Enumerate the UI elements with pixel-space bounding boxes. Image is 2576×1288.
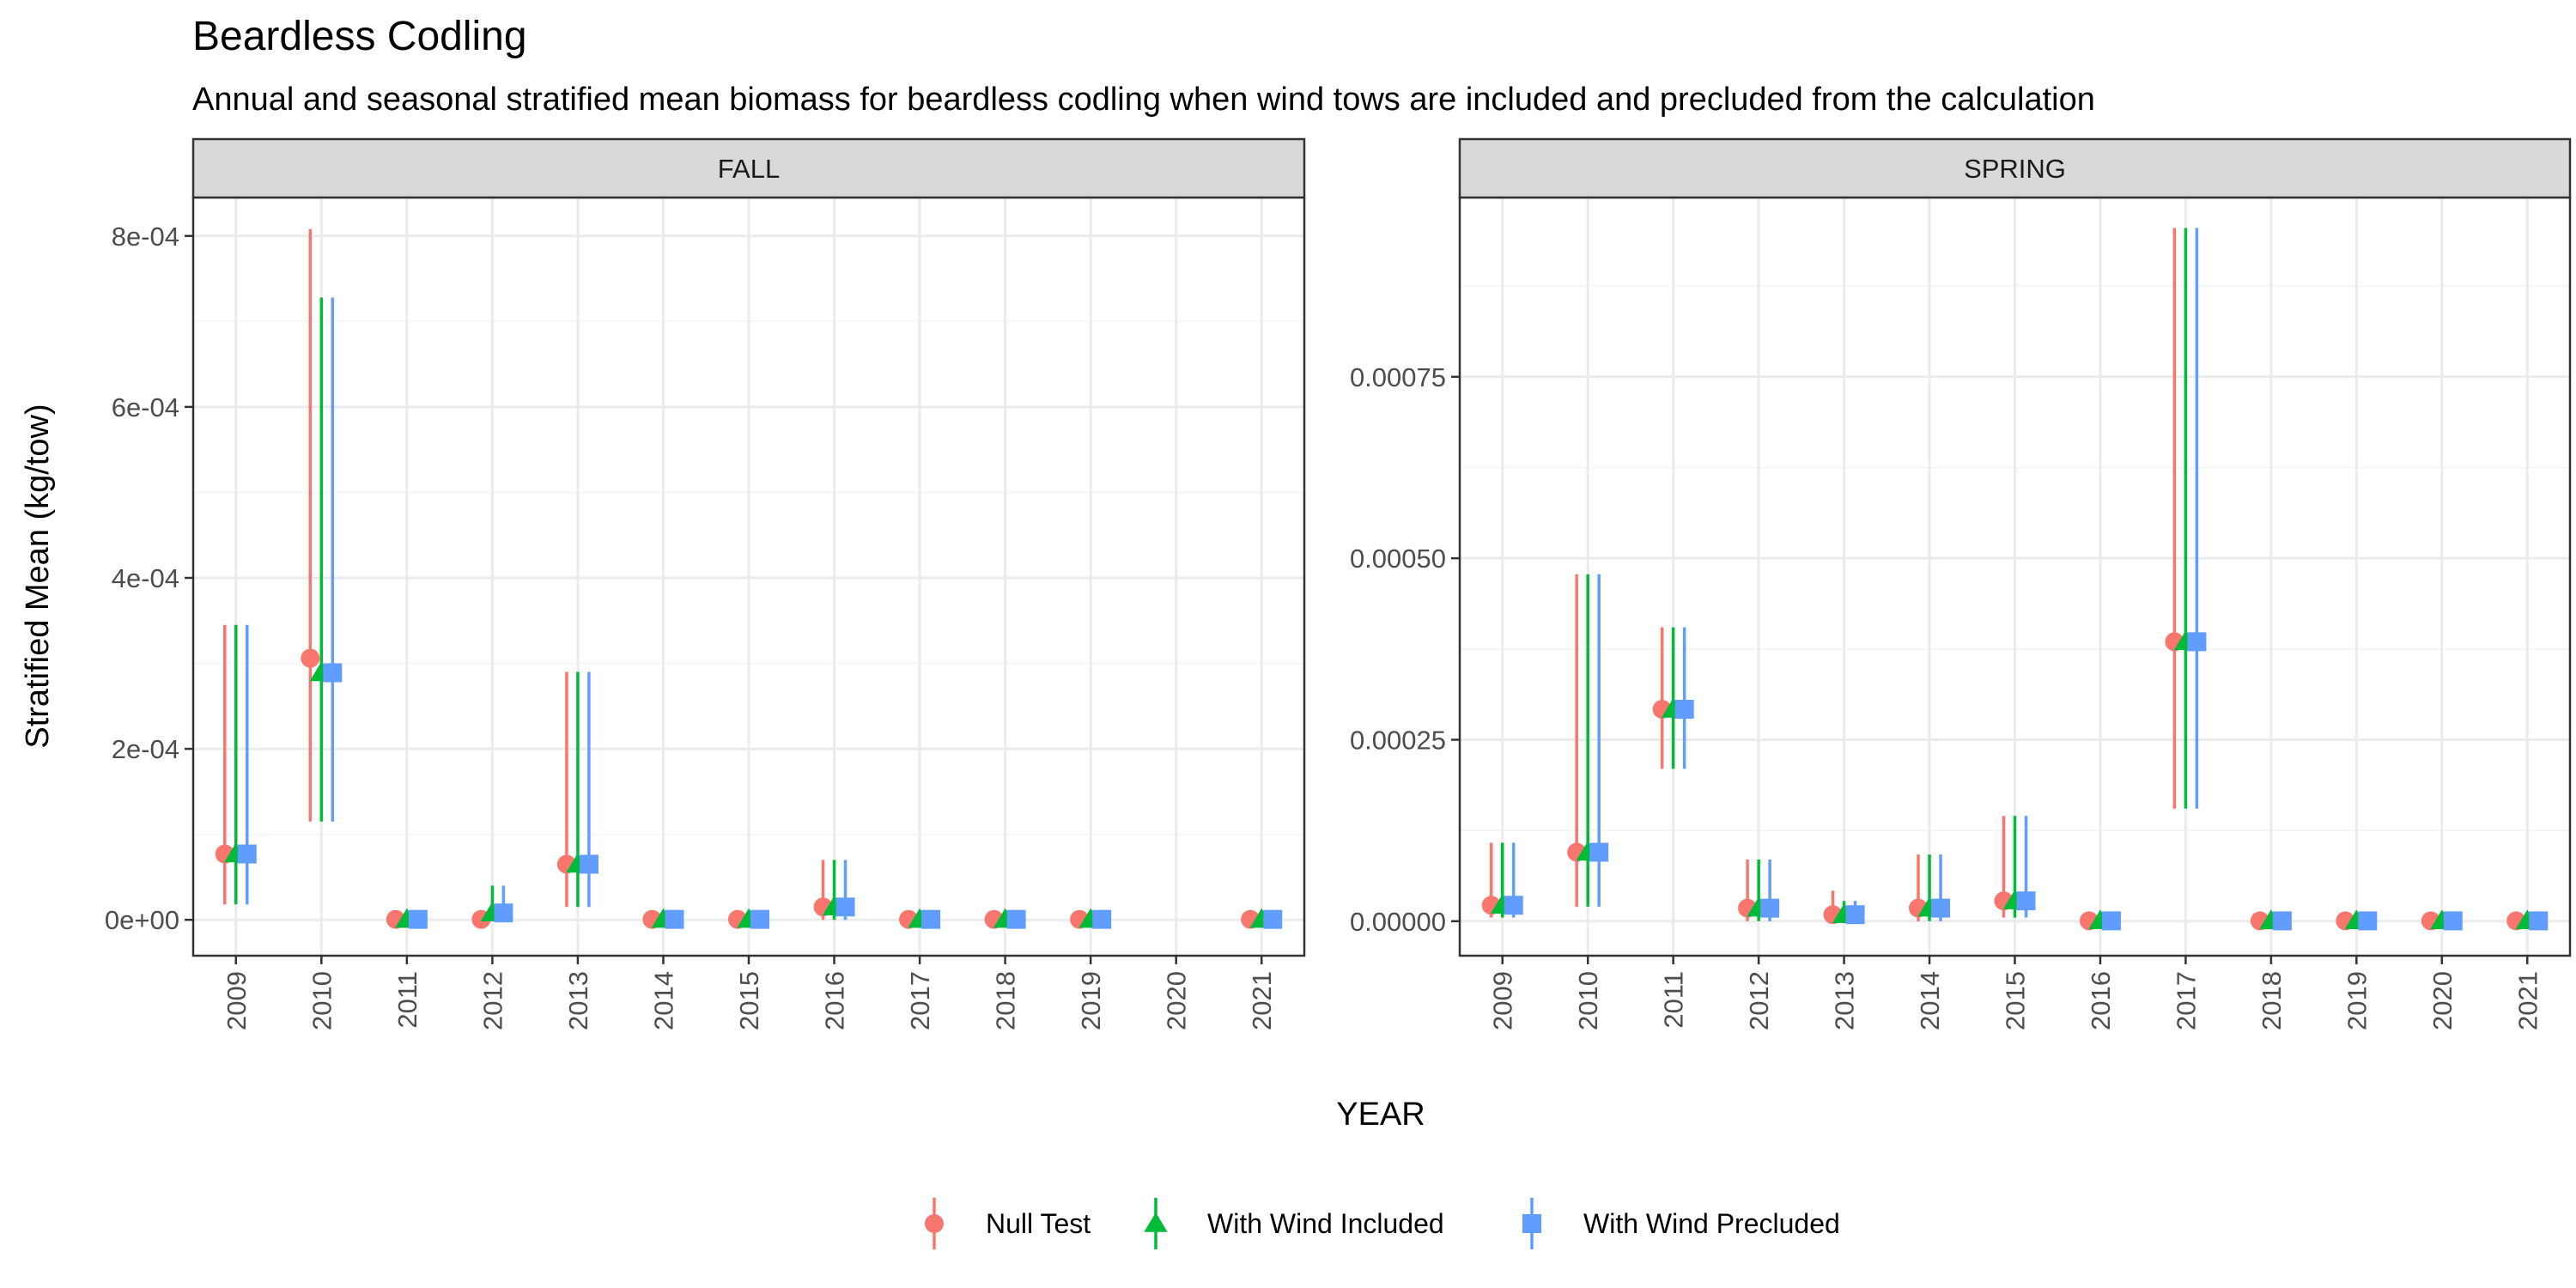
y-tick-label: 8e-04 xyxy=(112,222,179,252)
x-tick-label: 2012 xyxy=(477,971,507,1030)
x-tick-label: 2013 xyxy=(563,971,593,1030)
x-tick-label: 2015 xyxy=(734,971,764,1030)
panels: FALL 0e+00 2e-04 4e-04 6e-04 8e-04 2009 2010 201… xyxy=(105,137,2572,1030)
data-point xyxy=(237,844,257,864)
legend: Null Test With Wind Included With Wind Pre… xyxy=(925,1198,1840,1249)
x-tick-label: 2020 xyxy=(1162,971,1192,1030)
data-point xyxy=(835,897,855,917)
x-tick-label: 2010 xyxy=(1573,971,1603,1030)
legend-item-with-wind-included: With Wind Included xyxy=(1144,1198,1444,1249)
legend-key-marker xyxy=(1522,1214,1541,1233)
legend-label: Null Test xyxy=(986,1208,1091,1239)
data-point xyxy=(1845,905,1865,925)
y-tick-label: 0.00025 xyxy=(1350,725,1446,755)
facet-strip-label: SPRING xyxy=(1964,154,2066,184)
x-tick-label: 2016 xyxy=(820,971,850,1030)
legend-label: With Wind Precluded xyxy=(1583,1208,1840,1239)
x-tick-label: 2014 xyxy=(1915,971,1945,1030)
legend-label: With Wind Included xyxy=(1207,1208,1444,1239)
x-tick-label: 2017 xyxy=(905,971,935,1030)
data-point xyxy=(665,909,684,929)
legend-item-null-test: Null Test xyxy=(925,1198,1091,1249)
x-tick-label: 2011 xyxy=(392,971,422,1029)
x-tick-label: 2018 xyxy=(991,971,1021,1030)
y-tick-label: 0e+00 xyxy=(105,905,179,935)
y-tick-label: 6e-04 xyxy=(112,392,179,422)
facet-strip xyxy=(1458,137,2572,199)
x-tick-label: 2013 xyxy=(1830,971,1860,1030)
data-point xyxy=(921,909,941,929)
y-axis-title: Stratified Mean (kg/tow) xyxy=(20,404,56,748)
y-tick-label: 0.00000 xyxy=(1350,907,1446,937)
legend-key-marker xyxy=(925,1214,944,1233)
chart-subtitle: Annual and seasonal stratified mean biom… xyxy=(192,82,2095,118)
data-point xyxy=(2358,911,2378,931)
data-point xyxy=(1092,909,1112,929)
y-tick-label: 0.00075 xyxy=(1350,362,1446,392)
y-tick-label: 2e-04 xyxy=(112,734,179,764)
chart-title: Beardless Codling xyxy=(192,14,527,59)
x-tick-label: 2017 xyxy=(2171,971,2201,1030)
legend-key-marker xyxy=(1144,1212,1168,1232)
data-point xyxy=(301,648,320,668)
data-point xyxy=(1504,896,1523,915)
data-point xyxy=(2187,632,2207,652)
x-tick-label: 2021 xyxy=(2512,971,2543,1030)
x-axis-title: YEAR xyxy=(1336,1097,1425,1133)
data-point xyxy=(323,663,343,683)
data-point xyxy=(1263,909,1283,929)
panel-spring: SPRING 0.00000 0.00025 0.00050 0.00075 2009 20… xyxy=(1350,137,2572,1030)
panel-fall: FALL 0e+00 2e-04 4e-04 6e-04 8e-04 2009 2010 201… xyxy=(105,137,1306,1030)
data-point xyxy=(494,903,513,923)
data-point xyxy=(2272,911,2292,931)
data-point xyxy=(1589,842,1609,862)
x-tick-label: 2011 xyxy=(1659,971,1689,1029)
x-tick-label: 2019 xyxy=(1076,971,1106,1030)
data-point xyxy=(408,909,428,929)
data-point xyxy=(579,854,598,874)
data-point xyxy=(1006,909,1026,929)
data-point xyxy=(2016,891,2036,911)
x-tick-label: 2020 xyxy=(2427,971,2458,1030)
legend-item-with-wind-precluded: With Wind Precluded xyxy=(1522,1198,1840,1249)
x-tick-label: 2016 xyxy=(2086,971,2116,1030)
data-point xyxy=(1674,699,1694,719)
data-point xyxy=(750,909,769,929)
data-point xyxy=(2443,911,2463,931)
x-tick-label: 2009 xyxy=(1488,971,1518,1030)
x-tick-label: 2019 xyxy=(2342,971,2372,1030)
facet-strip-label: FALL xyxy=(718,154,780,184)
x-tick-label: 2018 xyxy=(2257,971,2287,1030)
x-tick-label: 2012 xyxy=(1744,971,1774,1030)
facet-strip xyxy=(191,137,1306,199)
data-point xyxy=(2101,911,2121,931)
x-tick-label: 2009 xyxy=(222,971,252,1030)
data-point xyxy=(2529,911,2549,931)
x-tick-label: 2014 xyxy=(648,971,678,1030)
y-tick-label: 4e-04 xyxy=(112,563,179,593)
x-tick-label: 2010 xyxy=(307,971,337,1030)
data-point xyxy=(1760,898,1780,918)
data-point xyxy=(1931,898,1951,918)
x-tick-label: 2021 xyxy=(1247,971,1277,1030)
y-tick-label: 0.00050 xyxy=(1350,544,1446,574)
x-tick-label: 2015 xyxy=(2001,971,2031,1030)
